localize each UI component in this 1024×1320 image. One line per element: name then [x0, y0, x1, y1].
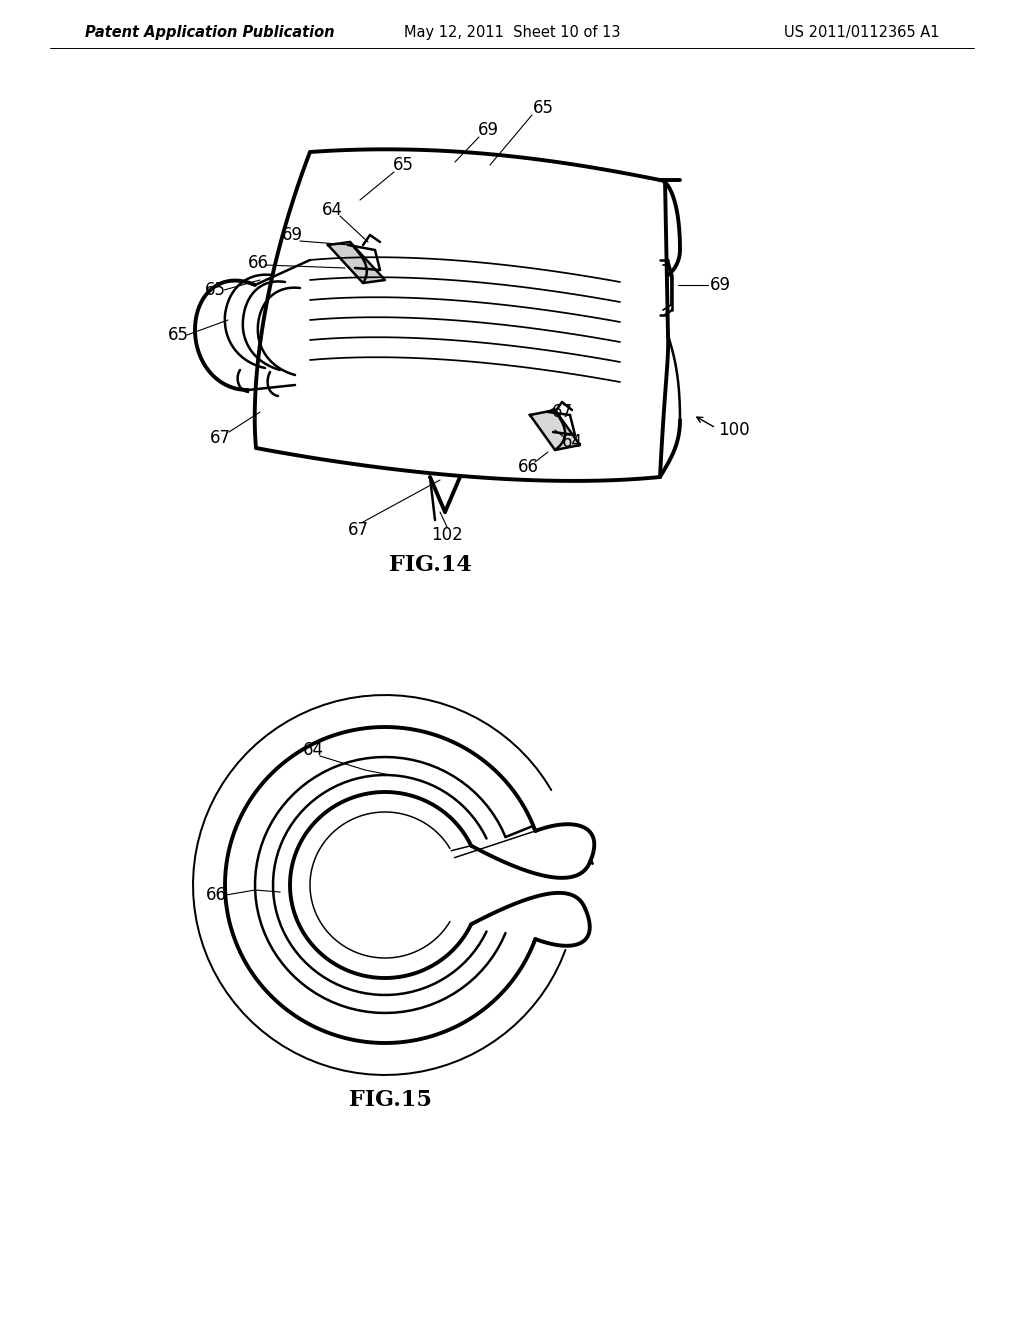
- Text: 65: 65: [392, 156, 414, 174]
- Text: May 12, 2011  Sheet 10 of 13: May 12, 2011 Sheet 10 of 13: [403, 25, 621, 40]
- Text: 65: 65: [532, 99, 554, 117]
- Polygon shape: [328, 242, 385, 282]
- Text: 66: 66: [248, 253, 268, 272]
- Text: 100: 100: [718, 421, 750, 440]
- Text: 69: 69: [710, 276, 730, 294]
- Text: 66: 66: [517, 458, 539, 477]
- Text: 64: 64: [302, 741, 324, 759]
- Text: 65: 65: [205, 281, 225, 300]
- Text: FIG.15: FIG.15: [348, 1089, 431, 1111]
- Text: 67: 67: [210, 429, 230, 447]
- Text: Patent Application Publication: Patent Application Publication: [85, 25, 335, 40]
- Text: 64: 64: [322, 201, 342, 219]
- Text: 69: 69: [477, 121, 499, 139]
- Text: 65: 65: [168, 326, 188, 345]
- Polygon shape: [530, 411, 580, 450]
- Text: 64: 64: [561, 433, 583, 451]
- Text: FIG.14: FIG.14: [389, 554, 471, 576]
- Text: US 2011/0112365 A1: US 2011/0112365 A1: [784, 25, 940, 40]
- Text: 67: 67: [552, 403, 572, 421]
- Text: 67: 67: [347, 521, 369, 539]
- Text: 69: 69: [282, 226, 302, 244]
- Text: 102: 102: [431, 525, 463, 544]
- Text: 66: 66: [206, 886, 226, 904]
